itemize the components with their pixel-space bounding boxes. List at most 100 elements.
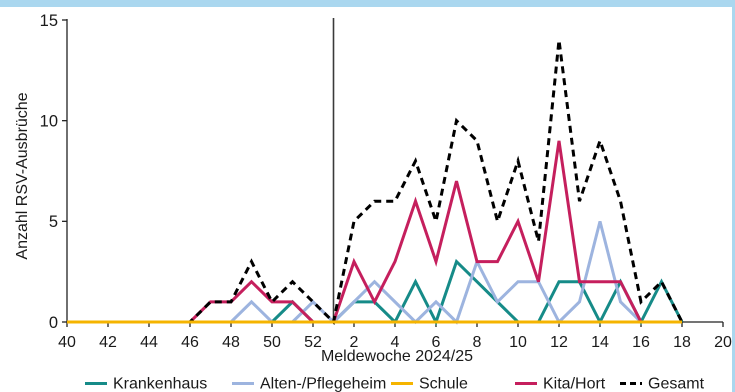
data-point-gesamt-week-3 [372, 199, 377, 204]
x-axis-title: Meldewoche 2024/25 [321, 348, 473, 365]
data-point-krankenhaus-week-7 [454, 259, 459, 264]
data-point-kita-hort-week-13 [577, 279, 582, 284]
data-point-gesamt-week-48 [229, 299, 234, 304]
data-point-kita-hort-week-14 [598, 279, 603, 284]
data-point-alten-pflegeheim-week-10 [516, 279, 521, 284]
data-point-schule-week-48 [229, 320, 234, 325]
data-point-kita-hort-week-3 [372, 299, 377, 304]
data-point-schule-week-50 [270, 320, 275, 325]
x-tick-label-12: 12 [550, 334, 568, 351]
x-tick-label-20: 20 [714, 334, 732, 351]
series-schule [65, 320, 685, 325]
data-point-gesamt-week-47 [208, 299, 213, 304]
data-point-schule-week-15 [618, 320, 623, 325]
data-point-krankenhaus-week-12 [557, 279, 562, 284]
data-point-schule-week-43 [126, 320, 131, 325]
data-point-gesamt-week-7 [454, 118, 459, 123]
data-point-gesamt-week-11 [536, 239, 541, 244]
legend-item-krankenhaus: Krankenhaus [85, 376, 207, 392]
x-tick-label-48: 48 [222, 334, 240, 351]
data-point-kita-hort-week-7 [454, 179, 459, 184]
data-point-schule-week-16 [639, 320, 644, 325]
x-tick-label-14: 14 [591, 334, 609, 351]
data-point-schule-week-45 [167, 320, 172, 325]
data-point-schule-week-14 [598, 320, 603, 325]
data-point-schule-week-7 [454, 320, 459, 325]
x-tick-label-52: 52 [304, 334, 322, 351]
data-point-gesamt-week-15 [618, 199, 623, 204]
data-point-gesamt-week-49 [249, 259, 254, 264]
x-tick-label-50: 50 [263, 334, 281, 351]
data-point-kita-hort-week-11 [536, 279, 541, 284]
legend-label-alten-pflegeheim: Alten-/Pflegeheim [260, 376, 386, 392]
legend-item-alten-pflegeheim: Alten-/Pflegeheim [232, 376, 386, 392]
data-point-alten-pflegeheim-week-4 [393, 299, 398, 304]
y-tick-label-5: 5 [49, 213, 58, 231]
data-point-schule-week-49 [249, 320, 254, 325]
data-point-schule-week-1 [331, 320, 336, 325]
data-point-kita-hort-week-9 [495, 259, 500, 264]
data-point-alten-pflegeheim-week-2 [352, 299, 357, 304]
data-point-schule-week-6 [434, 320, 439, 325]
data-point-alten-pflegeheim-week-3 [372, 279, 377, 284]
data-point-alten-pflegeheim-week-49 [249, 299, 254, 304]
data-point-alten-pflegeheim-week-6 [434, 299, 439, 304]
legend-label-kita-hort: Kita/Hort [543, 376, 606, 392]
data-point-gesamt-week-9 [495, 219, 500, 224]
data-point-schule-week-11 [536, 320, 541, 325]
legend-item-kita-hort: Kita/Hort [515, 376, 606, 392]
data-point-gesamt-week-50 [270, 299, 275, 304]
data-point-alten-pflegeheim-week-13 [577, 299, 582, 304]
data-point-gesamt-week-8 [475, 138, 480, 143]
data-point-alten-pflegeheim-week-15 [618, 299, 623, 304]
data-point-schule-week-18 [680, 320, 685, 325]
legend-label-krankenhaus: Krankenhaus [113, 376, 207, 392]
legend-label-schule: Schule [419, 376, 468, 392]
data-point-schule-week-17 [659, 320, 664, 325]
data-point-schule-week-8 [475, 320, 480, 325]
x-tick-label-44: 44 [140, 334, 158, 351]
data-point-schule-week-12 [557, 320, 562, 325]
data-point-gesamt-week-17 [659, 279, 664, 284]
data-point-kita-hort-week-49 [249, 279, 254, 284]
legend-label-gesamt: Gesamt [648, 376, 705, 392]
x-tick-label-42: 42 [99, 334, 117, 351]
x-tick-label-46: 46 [181, 334, 199, 351]
data-point-krankenhaus-week-5 [413, 279, 418, 284]
series-lines [65, 39, 685, 326]
data-point-kita-hort-week-2 [352, 259, 357, 264]
data-point-kita-hort-week-4 [393, 259, 398, 264]
data-point-gesamt-week-6 [434, 219, 439, 224]
data-point-schule-week-40 [65, 320, 70, 325]
data-point-schule-week-44 [147, 320, 152, 325]
data-point-kita-hort-week-8 [475, 259, 480, 264]
data-point-schule-week-52 [311, 320, 316, 325]
legend-item-gesamt: Gesamt [620, 376, 705, 392]
data-point-kita-hort-week-51 [290, 299, 295, 304]
legend-item-schule: Schule [391, 376, 468, 392]
series-line-krankenhaus [67, 258, 684, 326]
data-point-schule-week-47 [208, 320, 213, 325]
data-point-schule-week-10 [516, 320, 521, 325]
series-alten-pflegeheim [67, 219, 682, 325]
data-point-krankenhaus-week-8 [475, 279, 480, 284]
series-krankenhaus [67, 258, 684, 326]
data-point-kita-hort-week-10 [516, 219, 521, 224]
data-point-schule-week-42 [106, 320, 111, 325]
data-point-gesamt-week-52 [311, 299, 316, 304]
data-point-schule-week-5 [413, 320, 418, 325]
data-point-gesamt-week-10 [516, 158, 521, 163]
x-tick-label-2: 2 [350, 334, 359, 351]
y-tick-label-15: 15 [40, 12, 58, 30]
x-tick-label-10: 10 [509, 334, 527, 351]
y-axis-title: Anzahl RSV-Ausbrüche [14, 92, 31, 259]
data-point-schule-week-13 [577, 320, 582, 325]
x-tick-label-8: 8 [473, 334, 482, 351]
x-tick-label-6: 6 [432, 334, 441, 351]
data-point-kita-hort-week-6 [434, 259, 439, 264]
data-point-alten-pflegeheim-week-14 [598, 219, 603, 224]
data-point-schule-week-4 [393, 320, 398, 325]
data-point-schule-week-9 [495, 320, 500, 325]
